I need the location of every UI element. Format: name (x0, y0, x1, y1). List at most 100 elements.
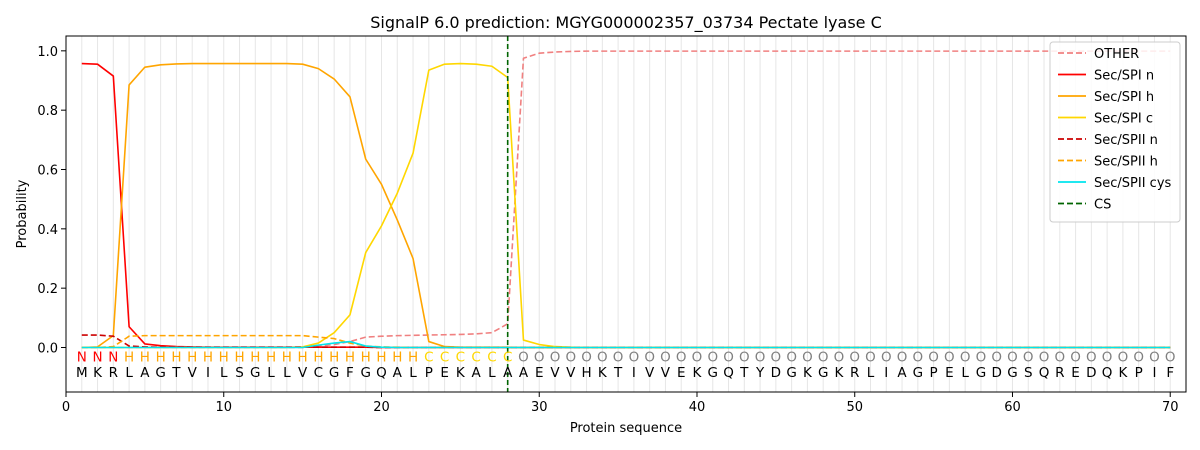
y-tick-label: 1.0 (37, 45, 58, 60)
y-axis-label: Probability (15, 179, 30, 248)
region-label: O (581, 350, 592, 366)
region-label: C (487, 350, 496, 366)
residue-label: V (645, 365, 655, 381)
series-line-sec-spi-n (81, 62, 1171, 349)
region-label: O (834, 350, 845, 366)
region-label: O (518, 350, 529, 366)
region-label: C (424, 350, 433, 366)
residue-label: G (155, 365, 165, 381)
region-label: H (329, 350, 339, 366)
residue-label: Q (376, 365, 387, 381)
legend-entry: Sec/SPI n (1094, 69, 1154, 84)
region-label: C (440, 350, 449, 366)
region-label: C (471, 350, 480, 366)
residue-label: V (661, 365, 671, 381)
region-label: O (1023, 350, 1034, 366)
region-label: H (392, 350, 402, 366)
residue-label: I (884, 365, 888, 381)
region-label: O (1039, 350, 1050, 366)
sequence-labels: NMNKNRHLHAHGHTHVHIHLHSHGHLHLHVHCHGHFHGHQ… (76, 350, 1176, 381)
region-label: O (771, 350, 782, 366)
series-line-sec-spi-c (81, 62, 1171, 349)
residue-label: G (708, 365, 718, 381)
residue-label: Q (723, 365, 734, 381)
residue-label: V (298, 365, 308, 381)
residue-label: E (677, 365, 686, 381)
residue-label: D (771, 365, 781, 381)
residue-label: G (786, 365, 796, 381)
region-label: H (282, 350, 292, 366)
region-label: C (503, 350, 512, 366)
x-tick-label: 10 (215, 400, 232, 415)
region-label: O (723, 350, 734, 366)
region-label: O (897, 350, 908, 366)
series-line-sec-spii-n (81, 334, 1171, 349)
region-label: H (408, 350, 418, 366)
legend-entry: Sec/SPII h (1094, 155, 1158, 170)
residue-label: A (519, 365, 529, 381)
x-tick-label: 0 (62, 400, 70, 415)
region-label: H (140, 350, 150, 366)
residue-label: L (867, 365, 875, 381)
region-label: O (597, 350, 608, 366)
region-label: O (1165, 350, 1176, 366)
region-label: O (944, 350, 955, 366)
region-label: O (928, 350, 939, 366)
region-label: H (171, 350, 181, 366)
residue-label: A (140, 365, 150, 381)
region-label: H (298, 350, 308, 366)
region-label: O (613, 350, 624, 366)
residue-label: S (1024, 365, 1033, 381)
plot-area (81, 36, 1171, 392)
region-label: O (629, 350, 640, 366)
y-tick-label: 0.6 (37, 164, 58, 179)
legend-entry: OTHER (1094, 47, 1139, 62)
residue-label: S (235, 365, 244, 381)
residue-label: K (456, 365, 466, 381)
region-label: H (361, 350, 371, 366)
region-label: O (802, 350, 813, 366)
series-line-sec-spii-cys (81, 340, 1171, 349)
residue-label: R (1055, 365, 1064, 381)
residue-label: T (171, 365, 181, 381)
residue-label: I (632, 365, 636, 381)
residue-label: A (472, 365, 482, 381)
region-label: O (644, 350, 655, 366)
residue-label: G (818, 365, 828, 381)
region-label: O (913, 350, 924, 366)
residue-label: C (314, 365, 323, 381)
region-label: O (849, 350, 860, 366)
residue-label: P (1135, 365, 1143, 381)
residue-label: G (913, 365, 923, 381)
legend-entry: Sec/SPII cys (1094, 176, 1172, 191)
region-label: O (991, 350, 1002, 366)
series-line-sec-spi-h (81, 62, 1171, 349)
residue-label: F (1166, 365, 1174, 381)
region-label: O (818, 350, 829, 366)
residue-label: I (206, 365, 210, 381)
residue-label: E (1071, 365, 1080, 381)
axes-frame (65, 35, 1187, 393)
y-tick-label: 0.0 (37, 342, 58, 357)
region-label: O (707, 350, 718, 366)
residue-label: T (613, 365, 623, 381)
region-label: O (865, 350, 876, 366)
residue-label: L (488, 365, 496, 381)
region-label: H (203, 350, 213, 366)
region-label: O (534, 350, 545, 366)
residue-label: G (1007, 365, 1017, 381)
region-label: O (676, 350, 687, 366)
region-label: H (187, 350, 197, 366)
residue-label: L (409, 365, 417, 381)
region-label: O (1086, 350, 1097, 366)
residue-label: L (283, 365, 291, 381)
residue-label: P (930, 365, 938, 381)
residue-label: L (267, 365, 275, 381)
x-axis-label: Protein sequence (570, 421, 682, 436)
residue-label: F (346, 365, 354, 381)
legend-entry: Sec/SPII n (1094, 133, 1158, 148)
region-label: N (92, 350, 102, 366)
region-label: O (881, 350, 892, 366)
residue-label: P (425, 365, 433, 381)
